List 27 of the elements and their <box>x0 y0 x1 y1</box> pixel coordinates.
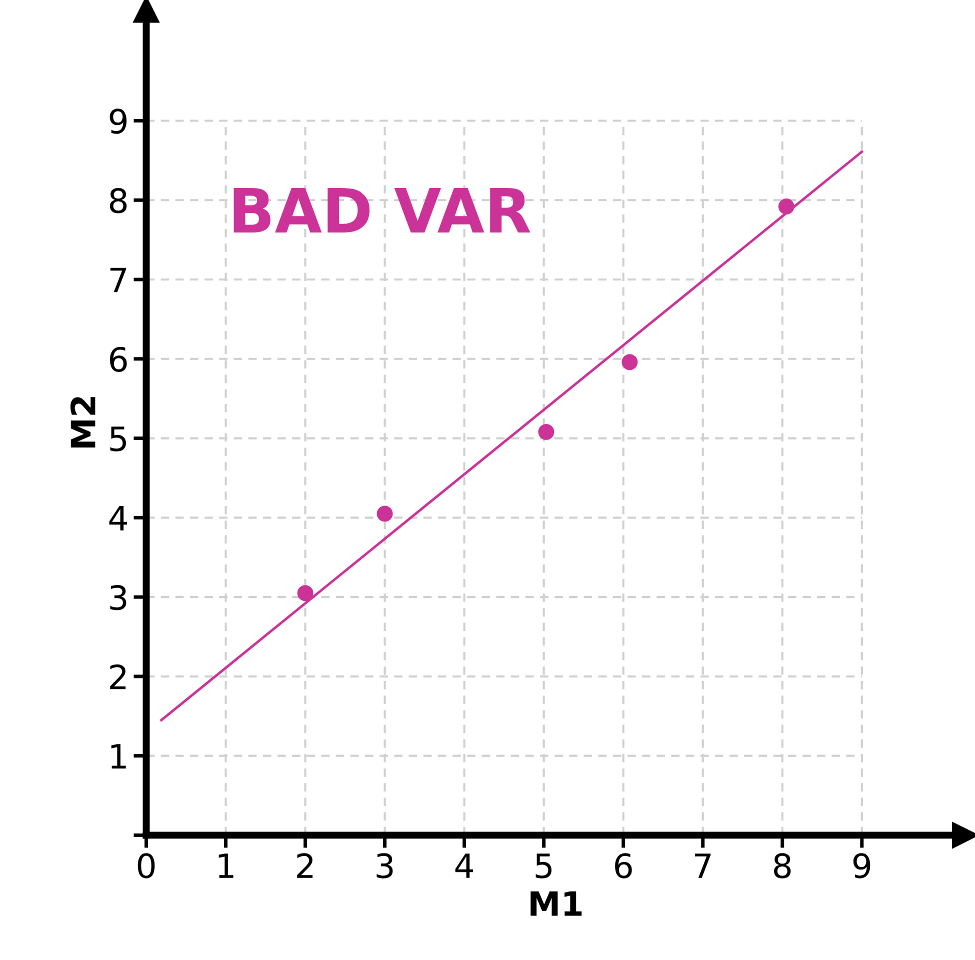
x-tick-label: 2 <box>297 853 313 878</box>
y-tick-label: 6 <box>110 346 127 372</box>
point <box>376 506 393 522</box>
x-axis-title: M1 <box>530 891 582 916</box>
annotation: BAD VAR <box>234 188 530 233</box>
x-tick-label: 6 <box>615 853 632 878</box>
y-tick-label: 4 <box>109 506 128 530</box>
point <box>538 424 554 440</box>
y-tick-label: 5 <box>110 426 126 452</box>
y-tick-label: 7 <box>110 268 126 292</box>
x-tick-label: 8 <box>774 853 791 878</box>
x-tick-label: 3 <box>376 853 393 878</box>
y-tick-label: 2 <box>110 664 126 690</box>
point <box>297 585 314 602</box>
y-tick-label: 1 <box>111 744 126 768</box>
x-tick-label: 9 <box>853 853 870 878</box>
point <box>778 198 794 214</box>
x-tick-label: 7 <box>694 854 711 878</box>
x-tick-label: 0 <box>138 853 155 878</box>
point <box>622 354 638 370</box>
y-axis-title: M2 <box>70 397 96 448</box>
x-tick-label: 4 <box>455 854 474 878</box>
y-tick-label: 9 <box>110 108 127 134</box>
x-tick-label: 1 <box>218 854 234 878</box>
y-tick-label: 3 <box>110 584 126 610</box>
y-tick-label: 8 <box>110 188 127 214</box>
x-tick-label: 5 <box>536 854 552 878</box>
